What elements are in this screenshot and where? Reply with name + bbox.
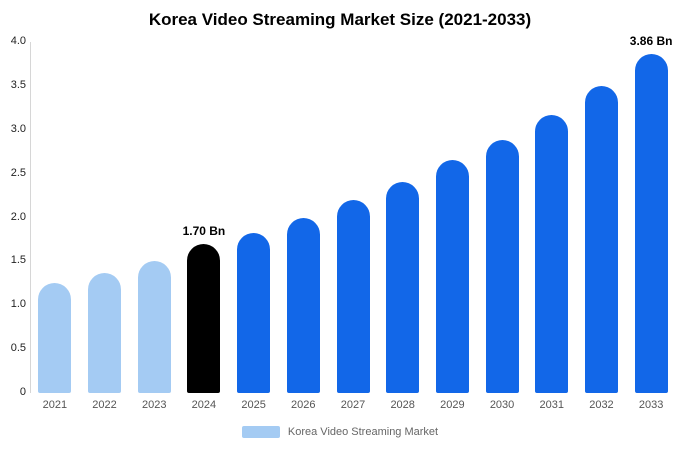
y-tick-label: 1.5 [10, 254, 26, 267]
x-tick-label: 2027 [340, 399, 366, 411]
y-tick-label: 4.0 [10, 35, 26, 47]
bar-2033 [634, 54, 668, 393]
bar-2025 [237, 233, 271, 393]
y-tick-label: 1.0 [10, 298, 26, 311]
x-tick-label: 2032 [589, 399, 614, 411]
bar-2026 [286, 217, 320, 393]
x-tick-label: 2028 [390, 399, 415, 411]
x-tick-label: 2022 [92, 399, 117, 411]
y-tick-label: 3.5 [10, 78, 26, 91]
legend-swatch [241, 426, 280, 438]
legend-label: Korea Video Streaming Market [287, 426, 439, 438]
y-tick-label: 2.0 [10, 210, 26, 223]
y-tick-label: 0 [19, 386, 26, 398]
legend: Korea Video Streaming Market [0, 426, 680, 438]
x-tick-label: 2024 [191, 399, 217, 411]
bar-2027 [336, 199, 370, 393]
x-tick-label: 2026 [291, 399, 316, 411]
x-tick-label: 2021 [42, 399, 68, 411]
bar-2030 [485, 140, 519, 393]
y-tick-label: 3.0 [10, 122, 26, 135]
x-tick-label: 2033 [638, 399, 664, 411]
bar-2031 [535, 114, 569, 393]
bar-2023 [137, 261, 171, 393]
x-tick-label: 2031 [539, 399, 564, 411]
bar-2022 [88, 272, 122, 393]
value-label: 3.86 Bn [629, 34, 673, 49]
bar-2029 [435, 160, 469, 393]
y-tick-label: 0.5 [10, 342, 26, 355]
bar-2021 [38, 283, 72, 393]
value-label: 1.70 Bn [182, 223, 226, 238]
bar-2032 [584, 85, 618, 393]
x-tick-label: 2025 [241, 399, 266, 411]
y-axis-line [30, 42, 31, 393]
bar-2024 [187, 243, 221, 393]
y-tick-label: 2.5 [10, 166, 26, 179]
x-tick-label: 2029 [440, 399, 465, 411]
x-tick-label: 2030 [489, 399, 515, 411]
chart-title: Korea Video Streaming Market Size (2021-… [148, 10, 532, 29]
x-tick-label: 2023 [141, 399, 167, 411]
bar-2028 [386, 182, 420, 393]
